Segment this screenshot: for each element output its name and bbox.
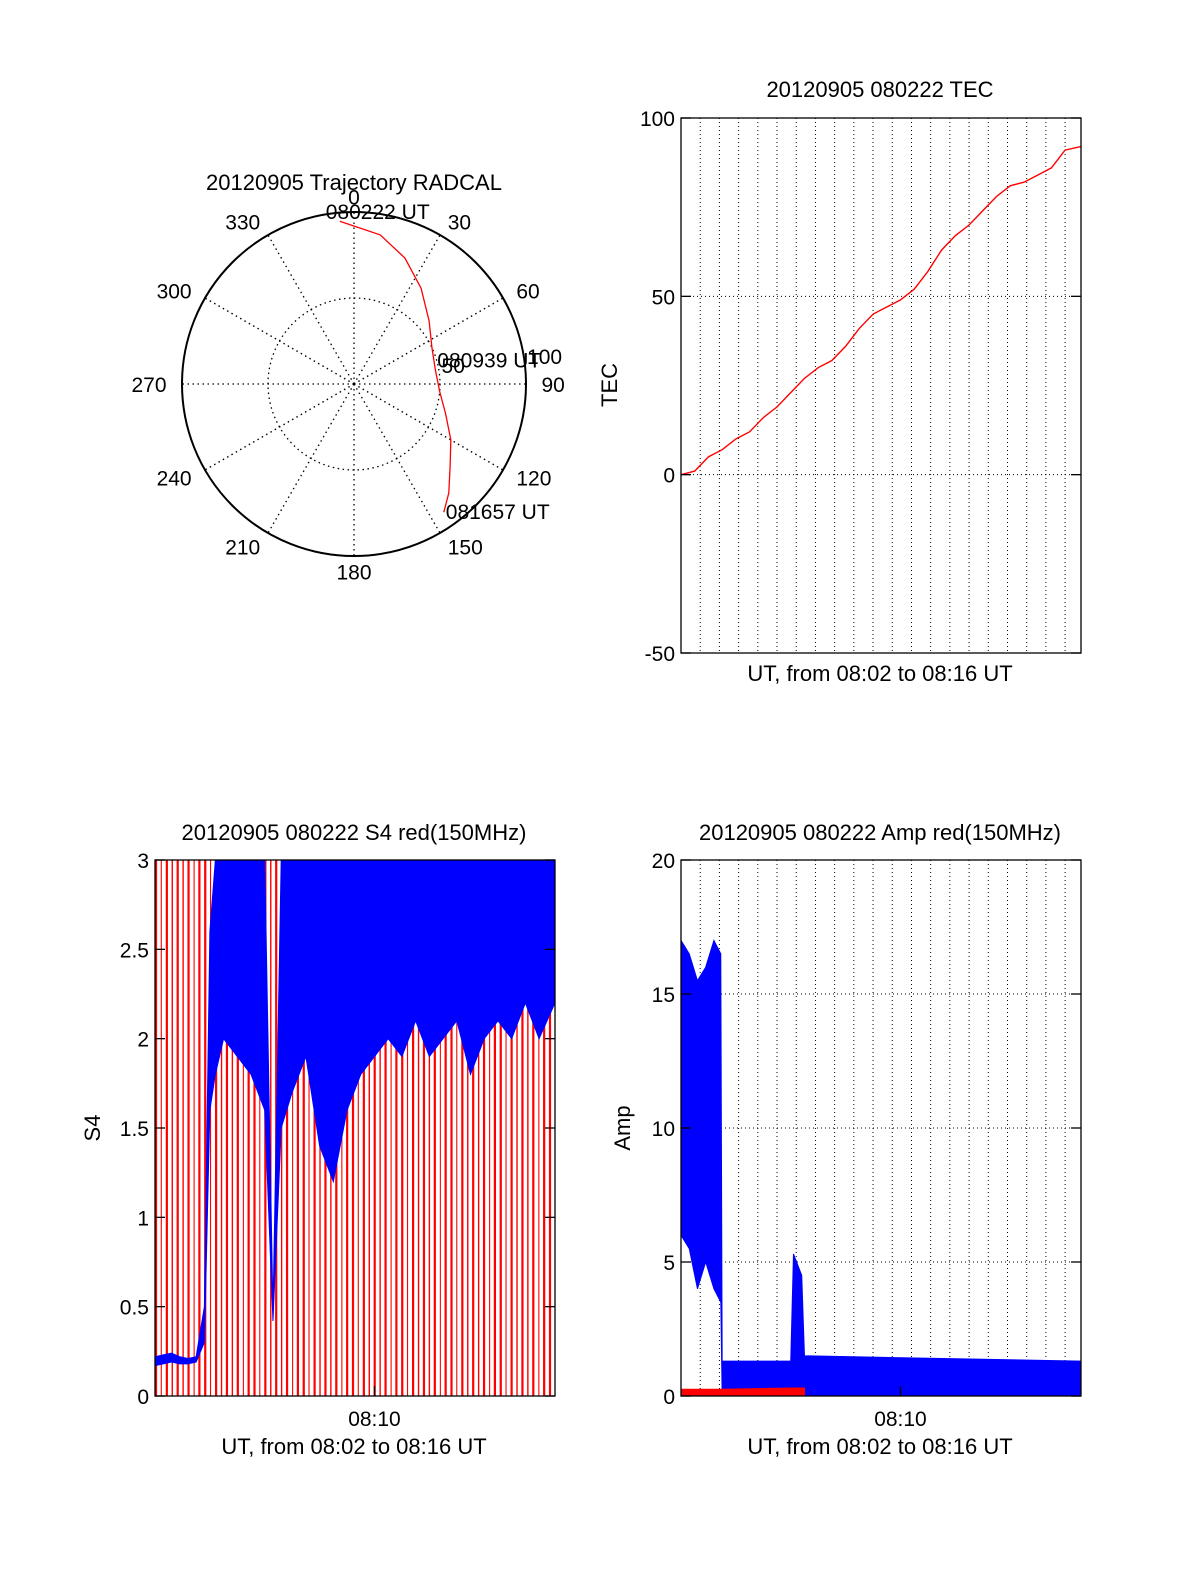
polar-spoke	[353, 383, 441, 534]
polar-spoke	[353, 234, 441, 385]
tec-y-axis-label: TEC	[597, 363, 622, 407]
tec-frame	[680, 117, 1082, 654]
polar-spoke	[267, 383, 355, 534]
polar-angle-label: 330	[225, 212, 260, 235]
polar-angle-label: 30	[448, 212, 471, 235]
amp-axes: 0 5 10 15 20	[652, 850, 1082, 1409]
amp-band-red	[680, 1387, 805, 1397]
s4-ytick-label: 1	[137, 1207, 149, 1230]
s4-x-tick-label: 08:10	[348, 1408, 401, 1431]
amp-y-axis-label: Amp	[610, 1105, 635, 1150]
polar-angle-label: 270	[131, 374, 166, 397]
polar-labels: 0 30 60 90 120 150 180 210 240 270 300 330 50 100 0802…	[131, 187, 564, 585]
polar-spoke	[204, 297, 355, 385]
amp-ytick-label: 20	[652, 850, 675, 873]
s4-axes: 0 0.5 1 1.5 2 2.5 3	[120, 850, 556, 1409]
polar-radial-label: 100	[527, 346, 562, 369]
polar-title: 20120905 Trajectory RADCAL	[206, 170, 502, 195]
amp-x-axis-label: UT, from 08:02 to 08:16 UT	[747, 1434, 1012, 1459]
tec-grid	[681, 118, 1081, 653]
s4-ytick-label: 1.5	[120, 1118, 149, 1141]
s4-x-axis-label: UT, from 08:02 to 08:16 UT	[221, 1434, 486, 1459]
polar-angle-label: 150	[448, 536, 483, 559]
polar-radial-label: 50	[442, 355, 465, 378]
tec-ytick-label: -50	[645, 643, 675, 666]
s4-ytick-label: 0	[137, 1386, 149, 1409]
s4-ytick-label: 0.5	[120, 1297, 149, 1320]
polar-angle-label: 0	[348, 187, 360, 210]
polar-angle-label: 300	[157, 280, 192, 303]
polar-trajectory-chart: 20120905 Trajectory RADCAL 0 30 60 90 120 150…	[131, 170, 564, 584]
tec-chart: 20120905 080222 TEC UT, from 08:02 to 08…	[597, 77, 1082, 686]
amp-ytick-label: 10	[652, 1118, 675, 1141]
polar-spoke	[267, 234, 355, 385]
tec-axes: 100 50 0 -50	[640, 108, 1082, 666]
tec-ytick-label: 0	[663, 465, 675, 488]
tec-series	[680, 145, 1082, 476]
amp-title: 20120905 080222 Amp red(150MHz)	[699, 820, 1061, 845]
tec-x-axis-label: UT, from 08:02 to 08:16 UT	[747, 661, 1012, 686]
polar-angle-label: 120	[516, 468, 551, 491]
s4-ytick-label: 3	[137, 850, 149, 873]
polar-time-annotation: 081657 UT	[446, 501, 550, 524]
polar-angle-label: 90	[541, 374, 564, 397]
polar-spoke	[204, 383, 355, 471]
s4-ytick-label: 2.5	[120, 939, 149, 962]
tec-ytick-label: 100	[640, 108, 675, 131]
polar-spoke	[353, 383, 504, 471]
amp-ytick-label: 15	[652, 984, 675, 1007]
polar-angle-label: 210	[225, 536, 260, 559]
polar-spoke	[353, 297, 504, 385]
amp-ytick-label: 0	[663, 1386, 675, 1409]
polar-time-annotation: 080222 UT	[326, 201, 430, 224]
tec-title: 20120905 080222 TEC	[766, 77, 993, 102]
polar-outer-circle	[181, 211, 527, 557]
polar-angle-label: 240	[157, 468, 192, 491]
polar-trajectory-line	[339, 220, 452, 513]
polar-time-annotation: 080939 UT	[437, 350, 541, 373]
polar-grid	[181, 211, 527, 557]
amp-ytick-label: 5	[663, 1252, 675, 1275]
tec-ytick-label: 50	[652, 286, 675, 309]
s4-chart: 20120905 080222 S4 red(150MHz) 08:10 UT,…	[80, 820, 556, 1459]
polar-angle-label: 180	[336, 561, 371, 584]
s4-ytick-label: 2	[137, 1029, 149, 1052]
tec-line-red	[680, 145, 1082, 476]
polar-angle-label: 60	[516, 280, 539, 303]
amp-chart: 20120905 080222 Amp red(150MHz) 08:10 UT…	[610, 820, 1082, 1459]
amp-x-tick-label: 08:10	[874, 1408, 927, 1431]
polar-series	[339, 220, 452, 513]
s4-title: 20120905 080222 S4 red(150MHz)	[182, 820, 527, 845]
s4-y-axis-label: S4	[80, 1115, 105, 1142]
